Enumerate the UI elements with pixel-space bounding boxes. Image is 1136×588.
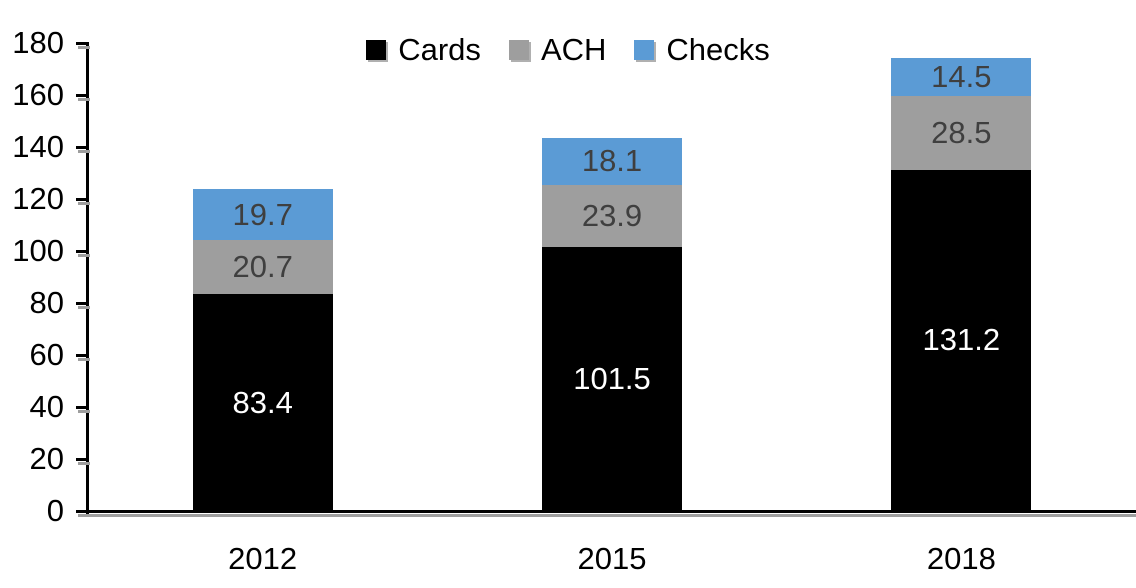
legend-swatch-cards-icon xyxy=(366,40,387,60)
y-axis-tick-label: 0 xyxy=(46,493,64,528)
legend-item-cards: Cards xyxy=(366,32,481,68)
data-label-2015-checks: 18.1 xyxy=(581,143,643,179)
y-axis-tick xyxy=(76,405,88,409)
data-label-2015-cards: 101.5 xyxy=(573,361,651,397)
y-axis-tick-label: 160 xyxy=(12,77,64,112)
y-axis-tick xyxy=(76,93,88,97)
y-axis-tick xyxy=(76,301,88,305)
legend-swatch-checks-icon xyxy=(634,40,655,60)
y-axis-tick-label: 140 xyxy=(12,129,64,164)
x-axis-label-2018: 2018 xyxy=(926,541,996,576)
data-label-2012-checks: 19.7 xyxy=(232,196,293,232)
y-axis-tick xyxy=(76,353,88,357)
y-axis-tick-label: 100 xyxy=(12,233,64,268)
y-axis-tick-label: 20 xyxy=(29,441,64,476)
y-axis-tick-label: 180 xyxy=(12,25,64,60)
y-axis-tick-label: 40 xyxy=(29,389,64,424)
bar-2018-ach xyxy=(891,95,1032,170)
bar-2012-ach xyxy=(192,240,333,295)
data-label-2018-ach: 28.5 xyxy=(931,114,992,150)
legend-item-ach: ACH xyxy=(508,32,607,68)
data-label-2015-ach: 23.9 xyxy=(581,198,643,234)
x-axis-label-2015: 2015 xyxy=(577,541,647,576)
legend-label-checks: Checks xyxy=(666,32,770,67)
y-axis-tick-label: 120 xyxy=(12,181,64,216)
legend-item-checks: Checks xyxy=(634,32,770,68)
data-label-2012-ach: 20.7 xyxy=(232,249,293,285)
y-axis-tick-label: 80 xyxy=(29,285,64,320)
bar-2018-cards xyxy=(891,169,1032,511)
legend-swatch-ach-icon xyxy=(508,40,529,60)
bar-2015-cards xyxy=(542,247,682,511)
bar-2015-ach xyxy=(542,184,682,248)
y-axis-tick xyxy=(76,509,88,513)
y-axis-tick xyxy=(76,145,88,149)
y-axis-tick xyxy=(76,41,88,45)
bar-2015-checks xyxy=(542,137,682,185)
y-axis-tick xyxy=(76,457,88,461)
data-label-2018-cards: 131.2 xyxy=(922,322,1001,358)
y-axis-line xyxy=(86,42,89,514)
chart-legend: Cards ACH Checks xyxy=(0,30,1136,70)
y-axis-tick xyxy=(76,249,88,253)
legend-label-ach: ACH xyxy=(540,32,607,67)
data-label-2018-checks: 14.5 xyxy=(931,58,992,94)
bar-2018-checks xyxy=(891,58,1032,96)
y-axis-tick-label: 60 xyxy=(29,337,64,372)
legend-label-cards: Cards xyxy=(398,32,481,67)
data-label-2012-cards: 83.4 xyxy=(232,384,293,420)
y-axis-tick xyxy=(76,197,88,201)
x-axis-label-2012: 2012 xyxy=(228,541,298,576)
x-axis-line xyxy=(86,510,1136,513)
bar-2012-cards xyxy=(192,294,333,511)
bar-2012-checks xyxy=(192,189,333,241)
